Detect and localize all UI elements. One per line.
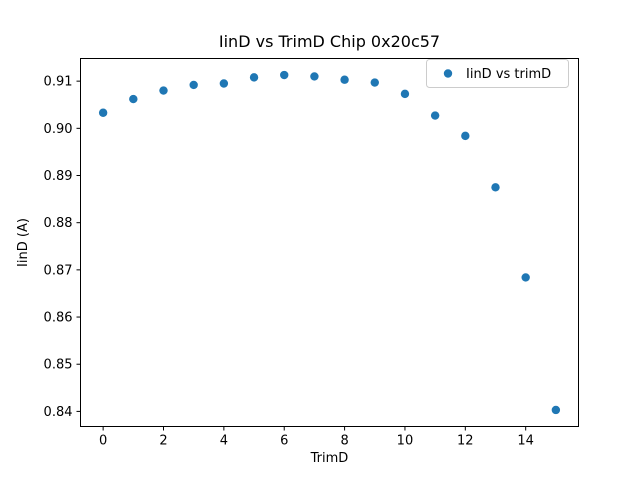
scatter-point <box>310 72 319 81</box>
legend-frame <box>426 59 569 88</box>
scatter-point <box>219 79 229 88</box>
scatter-point <box>159 86 168 95</box>
legend-box: IinD vs trimD <box>426 59 569 88</box>
x-axis-label: TrimD <box>310 451 349 466</box>
scatter-point <box>280 70 289 80</box>
x-tick-label: 4 <box>220 434 228 449</box>
x-tick-label: 6 <box>280 434 288 449</box>
legend-marker-icon <box>443 69 453 78</box>
scatter-point <box>551 405 561 415</box>
x-tick-label: 8 <box>340 434 348 449</box>
y-tick-label: 0.88 <box>44 216 73 231</box>
scatter-point <box>340 75 349 84</box>
axes-spines <box>80 58 579 427</box>
x-tick-label: 10 <box>397 434 414 449</box>
y-tick-label: 0.84 <box>44 405 73 420</box>
y-tick-label: 0.86 <box>44 311 73 326</box>
y-tick-label: 0.87 <box>44 263 73 278</box>
scatter-point <box>189 80 198 90</box>
scatter-point <box>491 183 500 192</box>
scatter-point <box>400 89 410 99</box>
scatter-point <box>521 273 530 282</box>
plot-area: 0 2 4 6 8 10 12 14 0.84 0.85 0.86 0.87 0.88 0.89 0.90 0… <box>44 58 579 449</box>
scatter-point <box>370 78 379 87</box>
scatter-point <box>461 131 470 141</box>
x-tick-label: 14 <box>517 434 534 449</box>
scatter-point <box>98 108 108 117</box>
y-axis-label: IinD (A) <box>16 218 31 267</box>
y-tick-label: 0.91 <box>44 75 73 90</box>
y-tick-label: 0.85 <box>44 358 73 373</box>
chart-title: IinD vs TrimD Chip 0x20c57 <box>219 32 440 51</box>
y-tick-label: 0.90 <box>44 122 73 137</box>
x-tick-label: 2 <box>159 434 167 449</box>
y-tick-label: 0.89 <box>44 169 73 184</box>
legend-label: IinD vs trimD <box>466 67 551 82</box>
scatter-point <box>129 94 138 104</box>
scatter-point <box>249 73 259 82</box>
x-tick-label: 0 <box>99 434 107 449</box>
scatter-point <box>430 111 440 120</box>
x-tick-label: 12 <box>457 434 474 449</box>
